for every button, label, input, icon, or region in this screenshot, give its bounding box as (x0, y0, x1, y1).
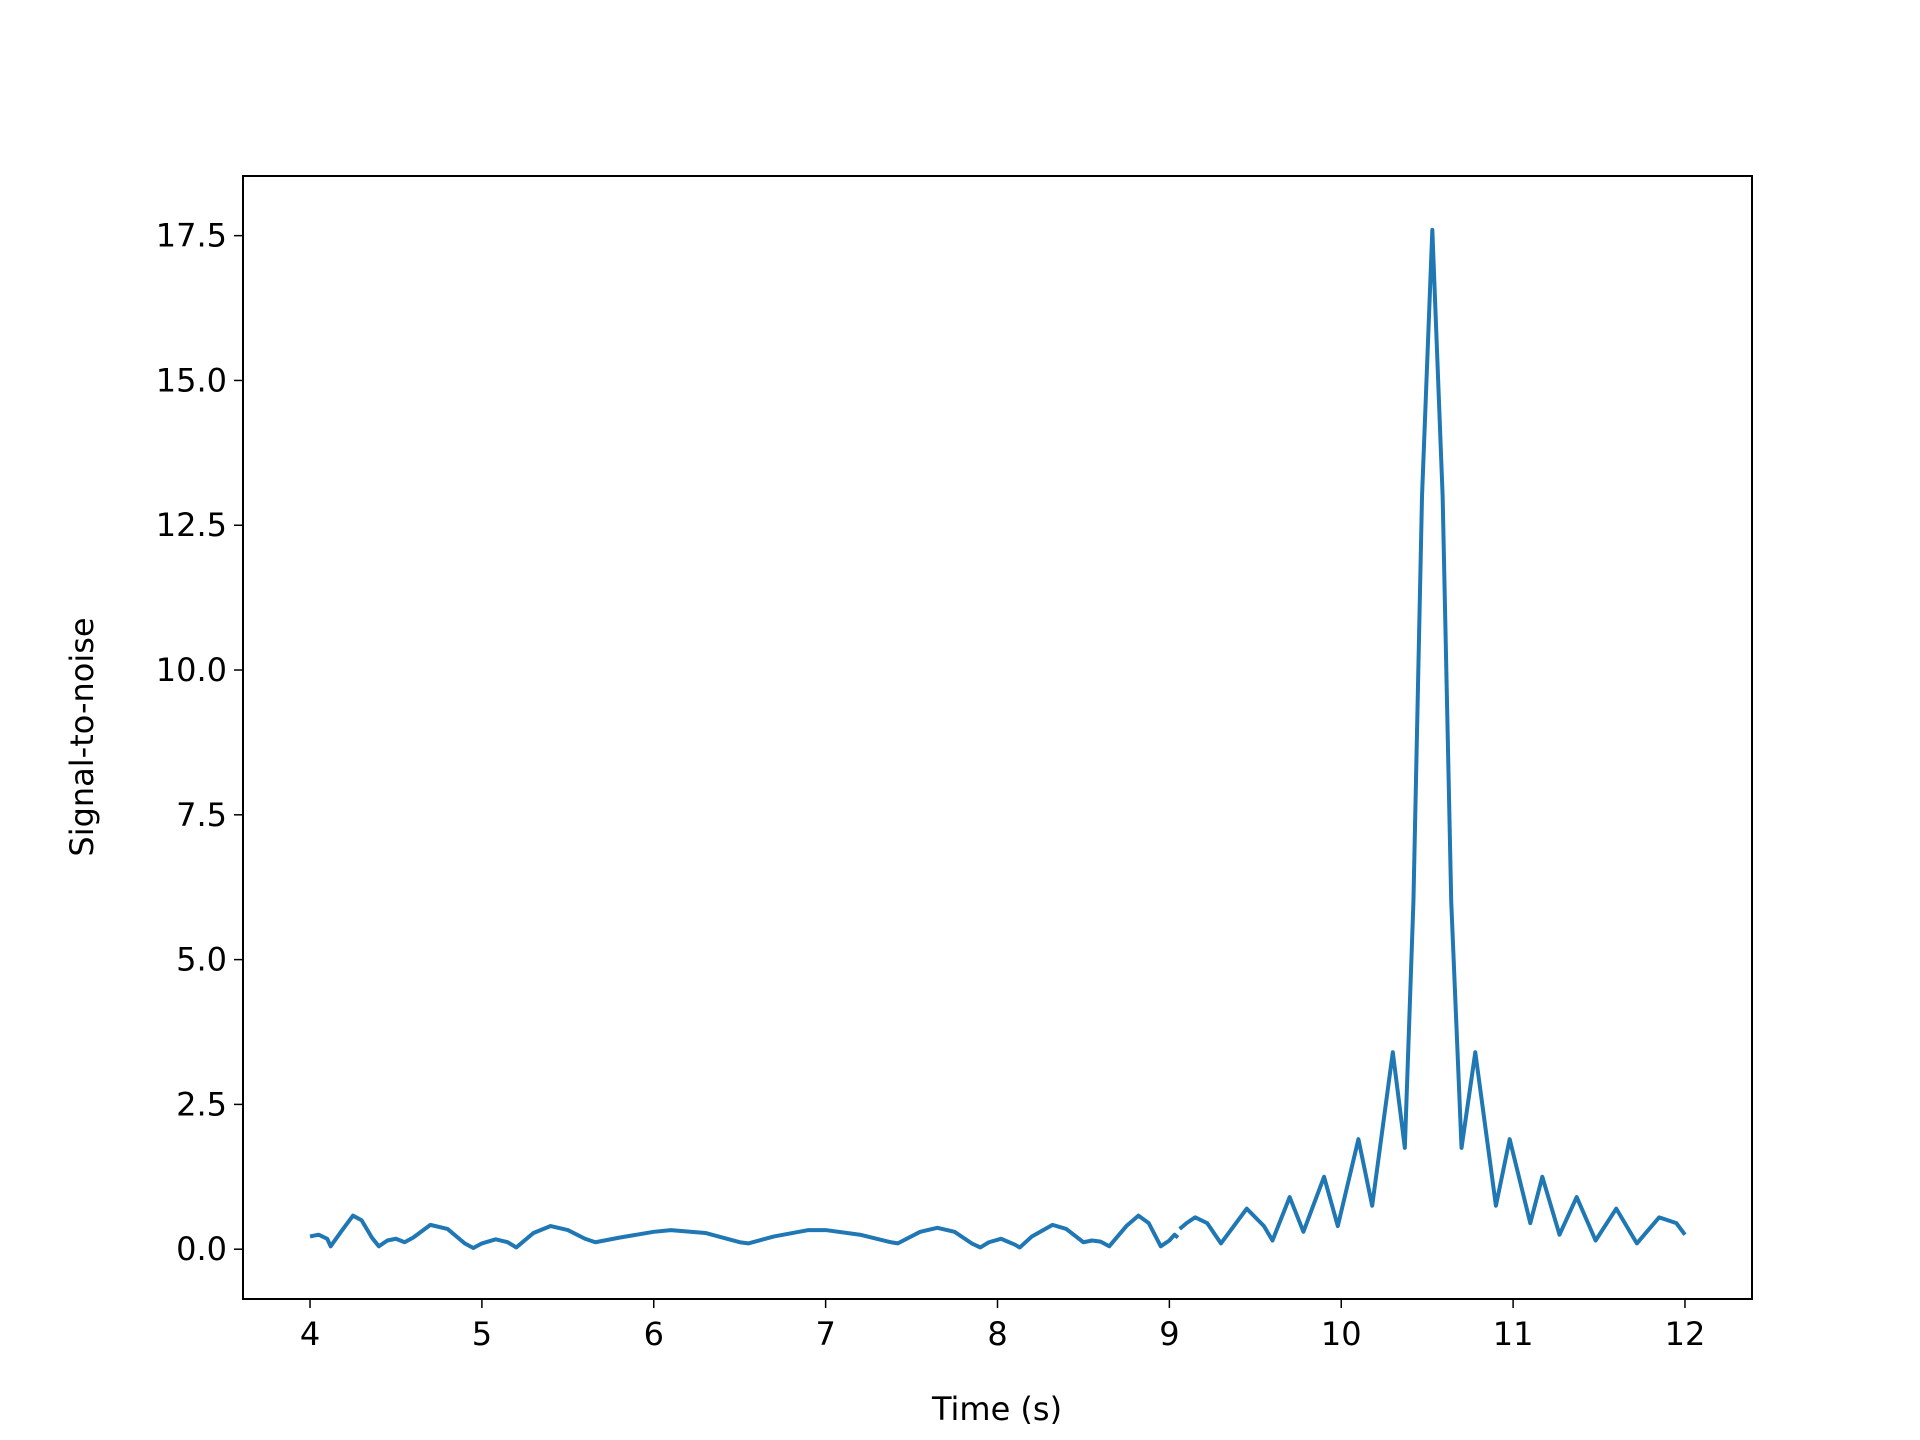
y-tick-label: 2.5 (176, 1085, 227, 1123)
y-tick-label: 12.5 (156, 506, 227, 544)
y-tick-label: 7.5 (176, 796, 227, 834)
y-tick-label: 5.0 (176, 941, 227, 979)
x-tick-label: 10 (1321, 1315, 1362, 1353)
x-axis-label: Time (s) (931, 1390, 1062, 1428)
y-tick-label: 10.0 (156, 651, 227, 689)
x-tick-label: 5 (472, 1315, 492, 1353)
y-tick-label: 0.0 (176, 1230, 227, 1268)
x-tick-label: 9 (1159, 1315, 1179, 1353)
x-tick-label: 6 (644, 1315, 664, 1353)
y-tick-label: 17.5 (156, 217, 227, 255)
plot-frame (242, 175, 1753, 1300)
signal-line (309, 227, 1687, 1251)
x-tick-label: 7 (815, 1315, 835, 1353)
x-tick-label: 8 (987, 1315, 1007, 1353)
y-axis-label: Signal-to-noise (63, 617, 101, 856)
x-tick-label: 4 (300, 1315, 320, 1353)
y-tick-label: 15.0 (156, 361, 227, 399)
x-tick-label: 12 (1665, 1315, 1706, 1353)
x-tick-label: 11 (1493, 1315, 1534, 1353)
